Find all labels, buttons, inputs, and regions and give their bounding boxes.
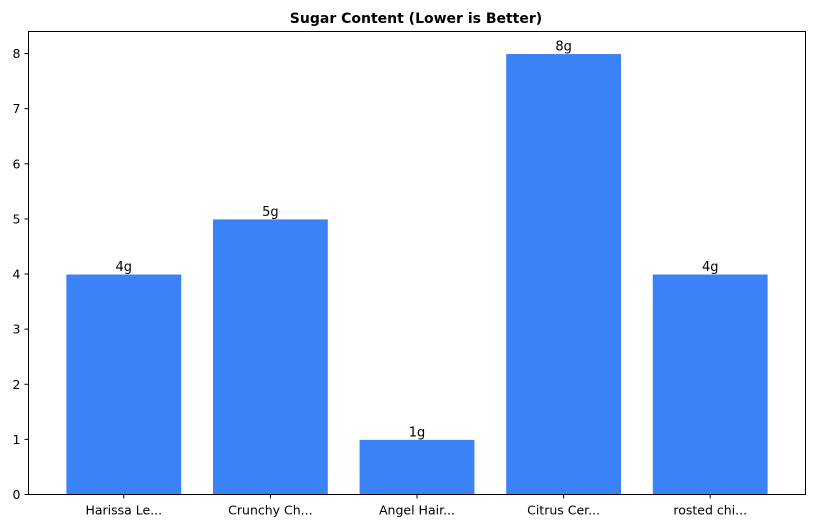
y-tick-label: 0 (13, 487, 21, 502)
bar (65, 273, 183, 495)
data-label: 4g (116, 260, 133, 275)
x-tick-label: Angel Hair... (379, 503, 455, 518)
data-label: 5g (262, 205, 279, 220)
x-tick-label: rosted chi... (673, 503, 747, 518)
data-label: 8g (555, 40, 572, 55)
chart-title: Sugar Content (Lower is Better) (290, 11, 542, 27)
y-tick-label: 3 (13, 322, 21, 337)
x-tick-label: Harissa Le... (85, 503, 162, 518)
plot-frame (28, 31, 806, 495)
bar (211, 218, 329, 495)
y-tick-label: 8 (13, 46, 21, 61)
x-tick-label: Citrus Cer... (527, 503, 600, 518)
data-label: 4g (702, 260, 719, 275)
y-tick-label: 7 (13, 101, 21, 116)
y-tick-label: 2 (13, 377, 21, 392)
y-tick-label: 6 (13, 156, 21, 171)
bar (358, 438, 476, 495)
bar (505, 53, 623, 496)
bar (651, 273, 769, 495)
y-tick-label: 1 (13, 432, 21, 447)
data-label: 1g (409, 425, 426, 440)
y-tick-label: 4 (13, 267, 21, 282)
x-tick-label: Crunchy Ch... (228, 503, 312, 518)
y-tick-label: 5 (13, 211, 21, 226)
